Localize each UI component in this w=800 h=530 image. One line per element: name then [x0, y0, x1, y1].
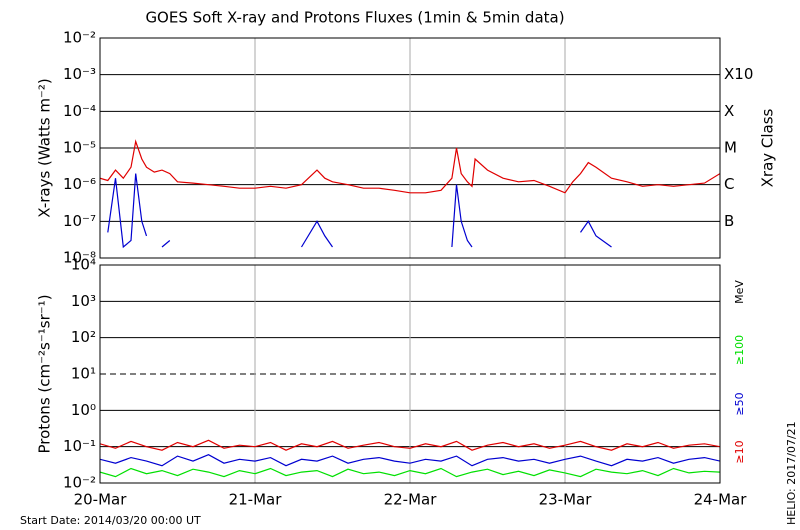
y-tick-label: 10⁻²	[63, 29, 96, 47]
x-tick-label: 21-Mar	[229, 491, 283, 509]
plot-frame	[99, 264, 721, 484]
series-line	[100, 139, 720, 194]
class-label: X10	[724, 65, 753, 83]
y-tick-label: 10¹	[71, 365, 96, 383]
y2-axis-title: Xray Class	[759, 108, 777, 187]
credit: HELIO: 2017/07/21	[785, 421, 798, 525]
x-tick-label: 23-Mar	[539, 491, 593, 509]
plot-frame	[99, 37, 721, 259]
series-line	[100, 467, 720, 478]
y-tick-label: 10³	[71, 292, 96, 310]
y-tick-label: 10⁴	[71, 256, 96, 274]
series-line	[100, 454, 720, 467]
y-tick-label: 10⁻⁸	[63, 249, 96, 267]
y-tick-label: 10⁻⁶	[63, 175, 96, 193]
x-tick-label: 24-Mar	[694, 491, 748, 509]
x-tick-label: 20-Mar	[74, 491, 128, 509]
class-label: B	[724, 212, 734, 230]
y-tick-label: 10⁻⁷	[63, 212, 96, 230]
class-label: C	[724, 175, 734, 193]
y-tick-label: 10⁻¹	[63, 437, 96, 455]
chart-title: GOES Soft X-ray and Protons Fluxes (1min…	[145, 9, 564, 27]
y-tick-label: 10⁻³	[63, 65, 96, 83]
footer: Start Date: 2014/03/20 00:00 UT	[20, 514, 201, 527]
y-axis-title: X-rays (Watts m⁻²)	[36, 78, 54, 217]
legend-unit: MeV	[733, 280, 746, 304]
y-tick-label: 10⁻⁴	[63, 102, 96, 120]
y-axis-title: Protons (cm⁻²s⁻¹sr⁻¹)	[36, 294, 54, 453]
legend-entry: ≥50	[733, 392, 746, 415]
series-line	[100, 439, 720, 451]
legend-entry: ≥10	[733, 440, 746, 463]
x-tick-label: 22-Mar	[384, 491, 438, 509]
legend-entry: ≥100	[733, 335, 746, 365]
y-tick-label: 10⁻²	[63, 474, 96, 492]
y-tick-label: 10²	[71, 328, 96, 346]
class-label: M	[724, 139, 737, 157]
y-tick-label: 10⁻⁵	[63, 139, 96, 157]
class-label: X	[724, 102, 734, 120]
y-tick-label: 10⁰	[71, 401, 96, 419]
